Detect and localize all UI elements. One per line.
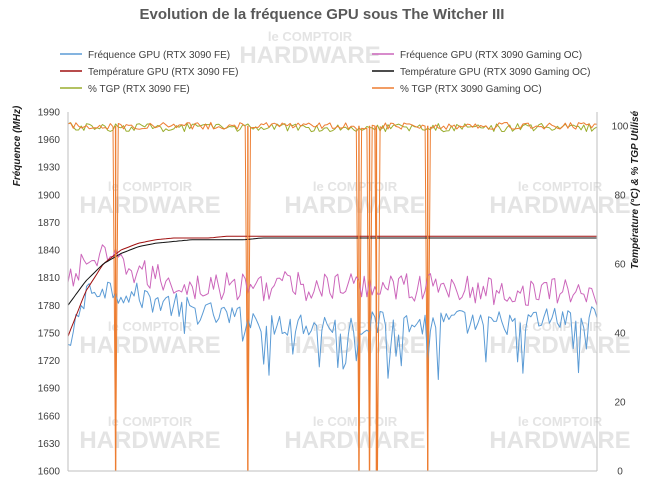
series-line (67, 281, 598, 380)
watermark-line-2: HARDWARE (489, 427, 630, 454)
watermark-line-2: HARDWARE (284, 427, 425, 454)
series-line (67, 237, 597, 306)
watermark-line-1: le COMPTOIR (518, 179, 603, 194)
legend-label: % TGP (RTX 3090 Gaming OC) (400, 84, 542, 95)
right-axis-title: Température (°C) & % TGP Utilisé (630, 110, 641, 269)
left-axis-ticks: 1600 1630 1660 1690 1720 1750 1780 1810 1840 1870… (38, 108, 61, 478)
watermark-line-1: le COMPTOIR (108, 319, 193, 334)
y-tick-label: 1900 (38, 190, 61, 201)
legend-label: Fréquence GPU (RTX 3090 Gaming OC) (400, 50, 582, 61)
y-tick-label: 1960 (38, 135, 61, 146)
y-tick-label: 1870 (38, 218, 61, 229)
y-tick-label: 1660 (38, 411, 61, 422)
y2-tick-label: 20 (614, 397, 626, 408)
y-tick-label: 1810 (38, 273, 61, 284)
y-tick-label: 1780 (38, 301, 61, 312)
legend-label: % TGP (RTX 3090 FE) (88, 84, 190, 95)
y2-tick-label: 100 (612, 121, 629, 132)
y-tick-label: 1930 (38, 163, 61, 174)
y-tick-label: 1750 (38, 328, 61, 339)
left-axis-title: Fréquence (MHz) (12, 105, 23, 186)
series-line (67, 235, 597, 337)
y-tick-label: 1840 (38, 246, 61, 257)
watermark-line-1: le COMPTOIR (268, 29, 353, 44)
y2-tick-label: 60 (614, 259, 626, 270)
series-line (67, 244, 598, 306)
y2-tick-label: 0 (617, 467, 623, 478)
y-tick-label: 1690 (38, 384, 61, 395)
y2-tick-label: 40 (614, 328, 626, 339)
watermark-line-2: HARDWARE (284, 192, 425, 219)
right-axis-ticks: 0 20 40 60 80 100 (612, 121, 629, 477)
y2-tick-label: 80 (614, 190, 626, 201)
watermark-line-2: HARDWARE (239, 42, 380, 69)
legend-label: Fréquence GPU (RTX 3090 FE) (88, 50, 230, 61)
y-tick-label: 1990 (38, 108, 61, 119)
series-line (67, 121, 598, 472)
chart-title: Evolution de la fréquence GPU sous The W… (140, 6, 505, 23)
y-tick-label: 1600 (38, 467, 61, 478)
y-tick-label: 1630 (38, 439, 61, 450)
watermark-line-2: HARDWARE (79, 427, 220, 454)
watermark-line-2: HARDWARE (489, 192, 630, 219)
plot-area (67, 112, 598, 472)
watermark-line-1: le COMPTOIR (518, 414, 603, 429)
watermark-line-2: HARDWARE (79, 332, 220, 359)
legend: Fréquence GPU (RTX 3090 FE) Fréquence GPU… (60, 50, 590, 95)
series-layer (67, 121, 598, 472)
watermark-line-2: HARDWARE (79, 192, 220, 219)
y-tick-label: 1720 (38, 356, 61, 367)
watermark-line-1: le COMPTOIR (108, 179, 193, 194)
watermark-line-2: HARDWARE (489, 332, 630, 359)
watermark-line-1: le COMPTOIR (108, 414, 193, 429)
legend-label: Température GPU (RTX 3090 FE) (88, 67, 238, 78)
legend-label: Température GPU (RTX 3090 Gaming OC) (400, 67, 590, 78)
